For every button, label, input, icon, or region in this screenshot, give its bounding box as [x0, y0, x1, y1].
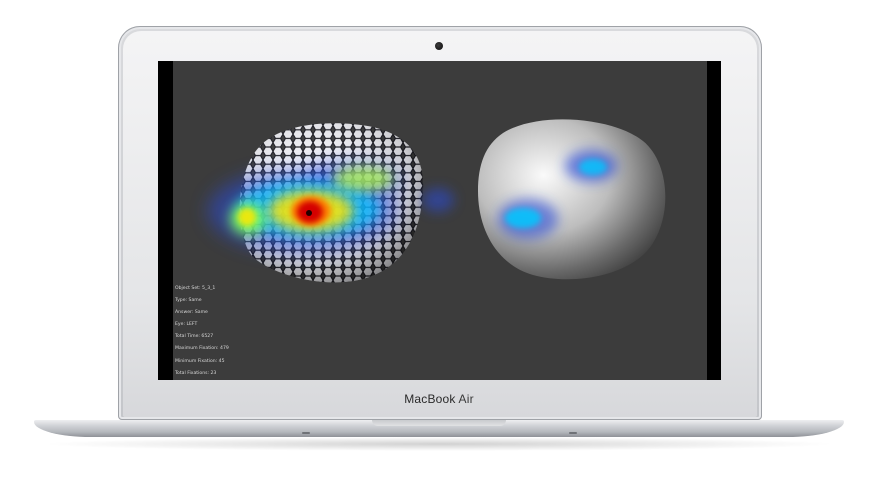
stat-object-set: Object Set: 5_3_1: [175, 286, 216, 291]
stimulus-canvas: [208, 119, 666, 283]
laptop-base: [34, 420, 844, 437]
camera-icon: [435, 42, 443, 50]
opening-notch: [372, 420, 506, 426]
stat-max-fixation: Maximum Fixation: 479: [175, 346, 229, 352]
stat-eye: Eye: LEFT: [175, 322, 198, 328]
base-shadow: [40, 437, 838, 451]
trial-stats: Object Set: 5_3_1 Type: Same Answer: Sam…: [175, 283, 229, 380]
base-foot-left: [302, 432, 310, 434]
base-foot-right: [569, 432, 577, 434]
stat-answer: Answer: Same: [175, 310, 208, 316]
brand-label: MacBook Air: [0, 392, 878, 406]
right-object: [478, 119, 666, 280]
display-screen: Object Set: 5_3_1 Type: Same Answer: Sam…: [158, 61, 721, 380]
stat-min-fixation: Minimum Fixation: 45: [175, 358, 225, 364]
brand-model: Air: [458, 392, 474, 406]
stat-type: Type: Same: [175, 298, 202, 304]
stat-total-fixations: Total Fixations: 23: [175, 370, 217, 376]
brand-name: MacBook: [404, 392, 456, 406]
stat-total-time: Total Time: 6527: [175, 334, 214, 340]
eye-tracking-viewport: Object Set: 5_3_1 Type: Same Answer: Sam…: [173, 61, 707, 380]
left-heatmap: [208, 161, 403, 253]
gap-fixation: [422, 188, 454, 212]
